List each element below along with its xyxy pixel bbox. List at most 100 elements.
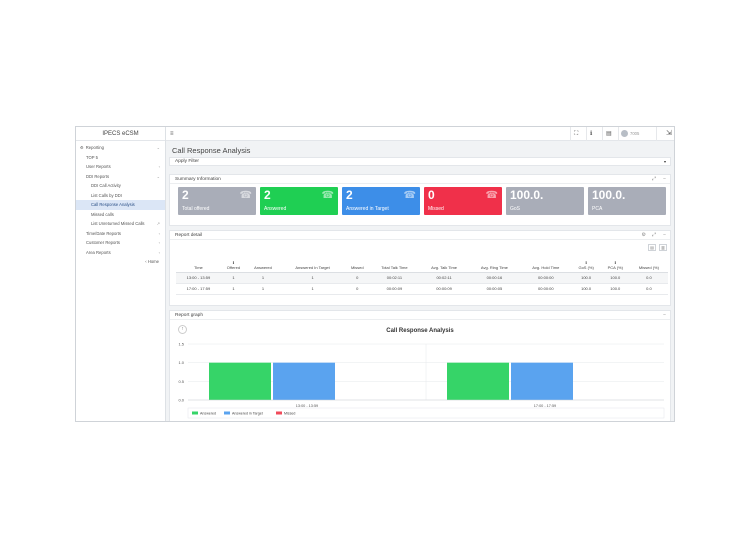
column-header[interactable]: ℹ Offered: [220, 257, 247, 273]
table-cell: 00:00:09: [419, 283, 469, 295]
sidebar: IPECS eCSM ⚙ Reporting ⌄ TOP 5 User Reports ‹…: [76, 127, 166, 421]
info-icon[interactable]: ℹ: [590, 131, 593, 137]
summary-card: 2 Answered in Target ☎: [342, 187, 420, 215]
detail-panel: Report detail ⚙ ⤢ − ▤ ▥ Time ℹ Offered Answ…: [169, 230, 671, 306]
sidebar-item[interactable]: DDI Call Activity: [76, 181, 165, 191]
user-menu[interactable]: 7005: [621, 130, 639, 137]
sidebar-item[interactable]: DDI Reports ⌄: [76, 172, 165, 182]
column-header[interactable]: Avg. Talk Time: [419, 257, 469, 273]
y-tick-label: 1.5: [178, 342, 184, 347]
page-title: Call Response Analysis: [172, 146, 251, 155]
table-cell: 0.0: [629, 272, 668, 284]
print-icon[interactable]: ▥: [659, 244, 667, 251]
chevron-icon: ⌄: [156, 173, 160, 179]
column-header[interactable]: Total Talk Time: [369, 257, 420, 273]
main-content: Call Response Analysis Apply Filter ▾ Su…: [166, 141, 674, 421]
sidebar-item-label: Call Response Analysis: [91, 202, 135, 208]
sidebar-item-label: Customer Reports: [86, 240, 120, 246]
summary-panel: Summary Information ⤢ − 2 Total offered ☎ 2…: [169, 174, 671, 226]
card-label: Missed: [428, 206, 444, 212]
column-header[interactable]: Answered In Target: [279, 257, 346, 273]
divider: [656, 127, 657, 141]
sidebar-item-label: Time/Date Reports: [86, 230, 121, 236]
collapse-icon[interactable]: −: [663, 176, 666, 182]
sidebar-item-label: User Reports: [86, 164, 111, 170]
collapse-icon[interactable]: −: [663, 232, 666, 238]
column-header[interactable]: ℹ PCA (%): [600, 257, 630, 273]
column-header[interactable]: Time: [176, 257, 221, 273]
column-header[interactable]: Avg. Hold Time: [520, 257, 572, 273]
sidebar-item-label: Missed calls: [91, 211, 114, 217]
table-cell: 00:00:00: [520, 272, 572, 284]
table-cell: 00:02:11: [419, 272, 469, 284]
table-row: 13:00 - 13:59 1 1 1 0 00:02:11 00:02:11 00:00:1…: [176, 272, 668, 284]
document-icon[interactable]: ▤: [606, 131, 612, 137]
legend-label: Answered: [200, 411, 216, 415]
menu-icon[interactable]: ≡: [170, 131, 174, 137]
chevron-down-icon[interactable]: ▾: [663, 159, 666, 164]
app-window: IPECS eCSM ⚙ Reporting ⌄ TOP 5 User Reports ‹…: [75, 126, 675, 422]
table-cell: 1: [279, 272, 346, 284]
apply-filter-bar[interactable]: Apply Filter ▾: [169, 157, 671, 166]
sidebar-item[interactable]: Area Reports ‹: [76, 248, 165, 258]
phone-icon: ☎: [321, 190, 334, 201]
divider: [602, 127, 603, 141]
table-row: 17:00 - 17:59 1 1 1 0 00:00:09 00:00:09 00:00:0…: [176, 283, 668, 295]
app-logo: IPECS eCSM: [76, 127, 165, 141]
card-value: 2: [264, 188, 271, 202]
column-header[interactable]: Missed (%): [629, 257, 668, 273]
sidebar-item-label: DDI Reports: [86, 173, 110, 179]
column-header-label: Avg. Ring Time: [480, 264, 508, 270]
sidebar-item-label: Area Reports: [86, 249, 111, 255]
expand-icon[interactable]: ⤢: [651, 176, 656, 182]
fullscreen-icon[interactable]: ⛶: [574, 131, 579, 137]
legend-swatch: [224, 411, 230, 415]
table-cell: 13:00 - 13:59: [176, 272, 221, 284]
chevron-icon: ⌄: [156, 145, 160, 151]
column-header[interactable]: Missed: [345, 257, 370, 273]
sidebar-item[interactable]: TOP 5: [76, 153, 165, 163]
sidebar-item[interactable]: List Unreturned Missed Calls ↗: [76, 219, 165, 229]
column-header[interactable]: Answered: [246, 257, 280, 273]
sidebar-item[interactable]: Time/Date Reports ‹: [76, 229, 165, 239]
card-value: 2: [346, 188, 353, 202]
column-header-label: GoS (%): [578, 264, 594, 270]
legend-box: [187, 407, 665, 419]
legend-swatch: [276, 411, 282, 415]
legend-label: Missed: [284, 411, 295, 415]
export-icon[interactable]: ▤: [648, 244, 656, 251]
home-link[interactable]: ‹ Home: [145, 259, 159, 264]
bar-chart: Call Response Analysis 1.5 1.0 0.5 0.0 13:00 …: [178, 328, 665, 419]
chevron-icon: ‹: [158, 164, 160, 170]
sidebar-item[interactable]: Missed calls: [76, 210, 165, 220]
sidebar-item[interactable]: Customer Reports ‹: [76, 238, 165, 248]
column-header[interactable]: Avg. Ring Time: [468, 257, 521, 273]
table-cell: 100.0: [600, 283, 630, 295]
y-tick-label: 1.0: [178, 360, 184, 365]
collapse-icon[interactable]: −: [663, 312, 666, 318]
arrow-up-icon[interactable]: ↑: [178, 325, 187, 334]
table-cell: 00:00:09: [369, 283, 420, 295]
sidebar-item[interactable]: Call Response Analysis: [76, 200, 165, 210]
card-label: Total offered: [182, 206, 210, 212]
card-value: 100.0.: [510, 188, 544, 202]
sidebar-item-label: DDI Call Activity: [91, 183, 121, 189]
table-cell: 1: [220, 283, 247, 295]
table-cell: 0.0: [629, 283, 668, 295]
sidebar-item-label: List Unreturned Missed Calls: [91, 221, 145, 227]
table-cell: 00:00:05: [468, 283, 521, 295]
user-name: 7005: [630, 131, 640, 136]
panel-title: Summary Information: [175, 176, 221, 182]
column-header[interactable]: ℹ GoS (%): [571, 257, 601, 273]
sidebar-item[interactable]: List Calls by DDI: [76, 191, 165, 201]
expand-icon[interactable]: ⤢: [651, 232, 656, 238]
sidebar-item[interactable]: User Reports ‹: [76, 162, 165, 172]
table-cell: 17:00 - 17:59: [176, 283, 221, 295]
sidebar-item-label: Reporting: [85, 145, 104, 151]
settings-icon[interactable]: ⚙: [641, 232, 646, 238]
panel-header: Report graph −: [170, 311, 670, 320]
sidebar-item[interactable]: ⚙ Reporting ⌄: [76, 143, 165, 153]
chevron-icon: ‹: [158, 230, 160, 236]
divider: [586, 127, 587, 141]
exit-icon[interactable]: ⇲: [666, 130, 672, 137]
